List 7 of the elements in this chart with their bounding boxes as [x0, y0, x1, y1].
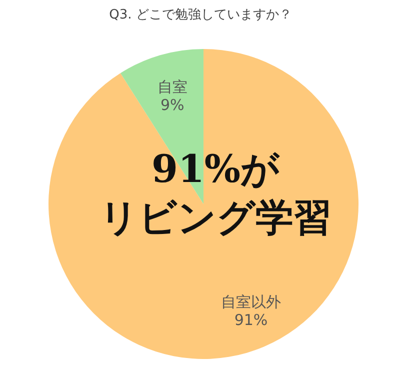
slice-label: 自室: [157, 78, 188, 96]
data-label: 9%: [160, 96, 184, 114]
text: リビング学習: [100, 194, 332, 240]
slice-label: 自室以外: [220, 292, 281, 311]
text: 91%が: [152, 146, 280, 192]
chart-title: Q3. どこで勉強していますか？: [109, 8, 292, 22]
data-label: 91%: [234, 310, 268, 329]
